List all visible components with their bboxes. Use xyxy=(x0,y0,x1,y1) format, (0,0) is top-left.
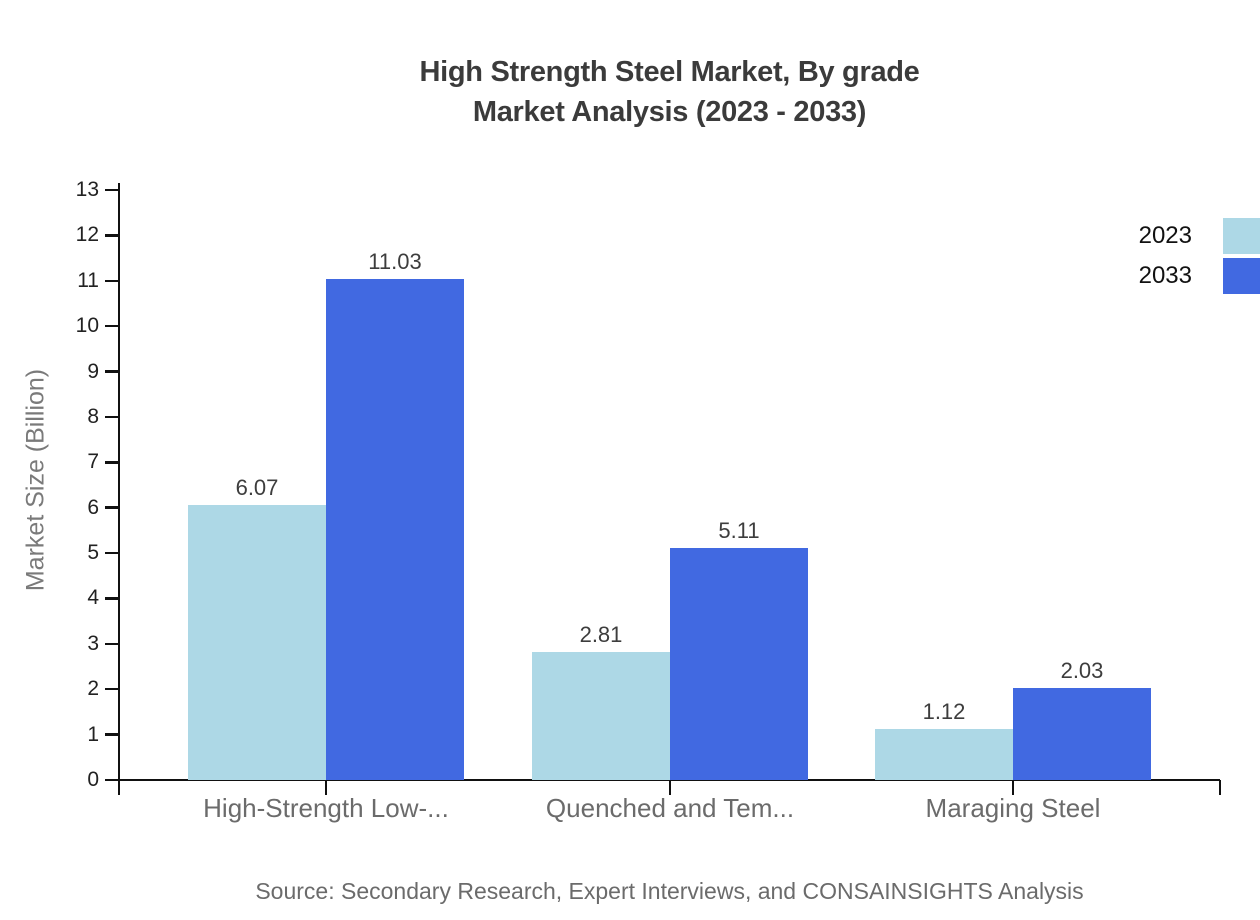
x-tick-3 xyxy=(1011,780,1015,795)
legend-label-2033: 2033 xyxy=(1138,262,1192,289)
legend-label-2023: 2023 xyxy=(1138,222,1192,249)
x-axis-line xyxy=(105,778,1220,782)
legend-swatch-2033 xyxy=(1223,258,1260,294)
value-label-2023-2: 1.12 xyxy=(922,699,966,725)
y-tick-2 xyxy=(105,687,119,691)
y-tick-11 xyxy=(105,279,119,283)
x-category-label-0: High-Strength Low-... xyxy=(203,793,449,823)
legend-swatch-2023 xyxy=(1223,218,1260,254)
y-tick-label-2: 2 xyxy=(87,677,99,701)
x-tick-0 xyxy=(117,780,121,795)
value-label-2033-0: 11.03 xyxy=(368,249,422,275)
chart-title: High Strength Steel Market, By grade Mar… xyxy=(119,52,1220,132)
legend-item-2023[interactable]: 2023 xyxy=(1139,218,1260,254)
y-tick-label-1: 1 xyxy=(87,722,99,746)
chart-title-line1: High Strength Steel Market, By grade xyxy=(419,56,920,88)
x-category-label-1: Quenched and Tem... xyxy=(545,793,795,823)
y-tick-12 xyxy=(105,234,119,237)
bar-2023-2[interactable] xyxy=(875,729,1013,780)
y-tick-3 xyxy=(105,642,119,646)
bar-2033-1[interactable] xyxy=(670,548,808,780)
y-tick-label-5: 5 xyxy=(87,541,99,565)
y-axis-line xyxy=(117,183,121,795)
bar-2023-0[interactable] xyxy=(188,504,326,780)
bar-2033-0[interactable] xyxy=(326,279,464,780)
y-tick-label-7: 7 xyxy=(87,450,99,474)
y-tick-label-12: 12 xyxy=(75,223,99,247)
y-tick-label-8: 8 xyxy=(87,404,99,428)
x-tick-2 xyxy=(668,780,672,795)
y-tick-9 xyxy=(105,370,119,373)
y-tick-label-3: 3 xyxy=(87,631,99,655)
value-label-2033-2: 2.03 xyxy=(1060,657,1104,683)
bar-2033-2[interactable] xyxy=(1013,687,1151,780)
y-tick-label-4: 4 xyxy=(87,586,99,610)
value-label-2023-1: 2.81 xyxy=(579,622,623,648)
x-tick-1 xyxy=(324,780,328,795)
legend-item-2033[interactable]: 2033 xyxy=(1139,258,1260,294)
y-tick-8 xyxy=(105,415,119,419)
y-tick-0 xyxy=(105,778,119,782)
y-tick-label-10: 10 xyxy=(75,314,99,338)
bar-2023-1[interactable] xyxy=(532,652,670,780)
value-label-2023-0: 6.07 xyxy=(235,474,279,500)
value-label-2033-1: 5.11 xyxy=(718,518,760,544)
y-tick-6 xyxy=(105,506,119,509)
y-tick-label-9: 9 xyxy=(87,359,99,383)
y-tick-7 xyxy=(105,461,119,464)
y-tick-label-13: 13 xyxy=(75,178,99,201)
y-tick-13 xyxy=(105,188,119,192)
x-category-label-2: Maraging Steel xyxy=(925,793,1101,823)
y-tick-5 xyxy=(105,551,119,555)
legend: 2023 2033 xyxy=(1139,218,1260,298)
y-tick-label-6: 6 xyxy=(87,495,99,519)
y-tick-10 xyxy=(105,324,119,328)
y-tick-label-11: 11 xyxy=(77,268,99,292)
y-tick-label-0: 0 xyxy=(87,768,99,791)
x-tick-4 xyxy=(1218,780,1222,795)
y-tick-4 xyxy=(105,597,119,600)
chart-title-line2: Market Analysis (2023 - 2033) xyxy=(472,96,867,128)
y-tick-1 xyxy=(105,733,119,736)
source-note: Source: Secondary Research, Expert Inter… xyxy=(255,878,1084,904)
